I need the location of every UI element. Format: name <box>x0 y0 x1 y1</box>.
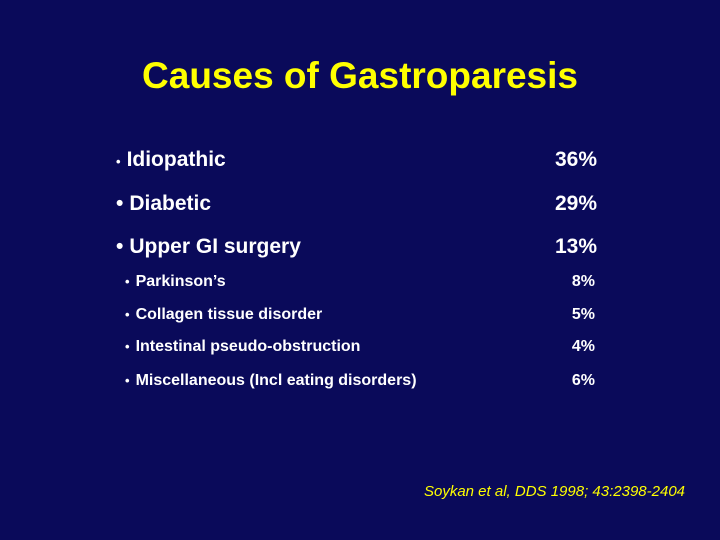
item-percent: 36% <box>554 148 597 171</box>
item-label: Diabetic <box>129 192 212 215</box>
list-item: • Idiopathic <box>116 147 226 175</box>
list-item: • Diabetic <box>116 191 211 217</box>
list-item: • Miscellaneous (Incl eating disorders) <box>125 371 417 391</box>
item-label: Intestinal pseudo-obstruction <box>135 338 361 355</box>
item-label: Parkinson’s <box>135 273 226 290</box>
list-item: • Collagen tissue disorder <box>125 305 322 325</box>
citation: Soykan et al, DDS 1998; 43:2398-2404 <box>423 483 685 500</box>
list-item: • Intestinal pseudo-obstruction <box>125 337 360 357</box>
bullet-icon: • <box>125 307 130 322</box>
slide-title: Causes of Gastroparesis <box>142 55 578 96</box>
item-percent: 6% <box>571 372 595 389</box>
item-label: Collagen tissue disorder <box>135 306 323 323</box>
item-label: Miscellaneous (Incl eating disorders) <box>135 372 417 389</box>
list-item: • Parkinson’s <box>125 272 226 292</box>
bullet-icon: • <box>125 373 130 388</box>
item-label: Upper GI surgery <box>129 235 301 258</box>
bullet-icon: • <box>125 339 130 354</box>
bullet-icon: • <box>116 235 124 258</box>
list-item: • Upper GI surgery <box>116 234 301 260</box>
item-percent: 13% <box>554 235 597 258</box>
item-percent: 8% <box>571 273 595 290</box>
item-percent: 5% <box>571 306 595 323</box>
item-label: Idiopathic <box>126 148 226 171</box>
bullet-icon: • <box>116 192 124 215</box>
bullet-icon: • <box>116 154 121 169</box>
item-percent: 29% <box>554 192 597 215</box>
bullet-icon: • <box>125 274 130 289</box>
item-percent: 4% <box>571 338 595 355</box>
